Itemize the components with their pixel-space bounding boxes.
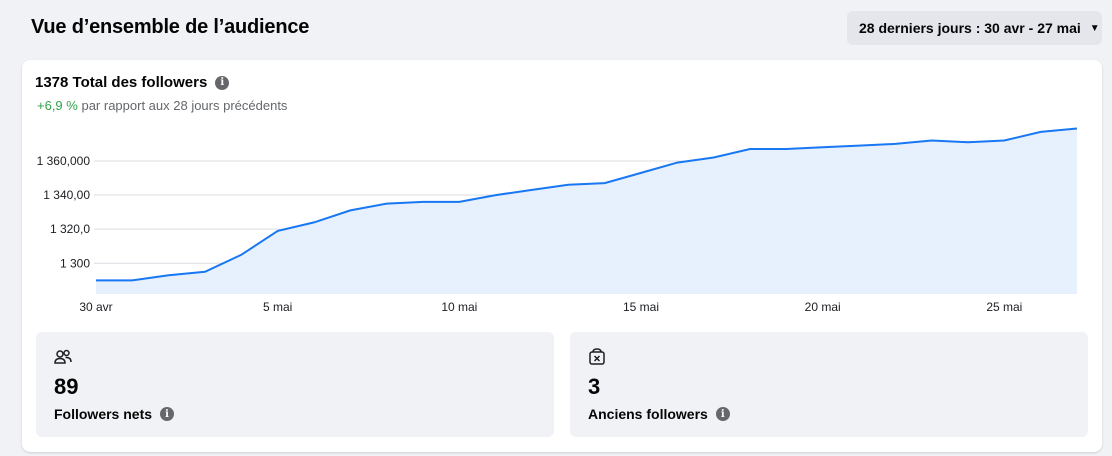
x-tick-label: 20 mai bbox=[805, 300, 841, 314]
stat-card-net-followers: 89 Followers nets i bbox=[36, 332, 554, 437]
y-tick-label: 1 300 bbox=[60, 256, 90, 270]
former-followers-label-row: Anciens followers i bbox=[588, 406, 730, 422]
x-tick-label: 15 mai bbox=[623, 300, 659, 314]
followers-chart: 1 300 1 320,0 1 340,00 1 360,000 30 avr 5 ma… bbox=[37, 127, 1078, 314]
audience-card: 1378 Total des followers i +6,9 % par ra… bbox=[22, 60, 1102, 452]
net-followers-value: 89 bbox=[54, 374, 79, 399]
date-range-select[interactable]: 28 derniers jours : 30 avr - 27 mai ▼ bbox=[847, 11, 1102, 45]
people-icon bbox=[54, 349, 72, 364]
info-icon[interactable]: i bbox=[215, 75, 230, 90]
y-tick-label: 1 320,0 bbox=[50, 222, 90, 236]
info-icon[interactable]: i bbox=[715, 407, 730, 421]
y-tick-label: 1 340,00 bbox=[43, 188, 90, 202]
chart-area-fill bbox=[96, 128, 1077, 294]
caret-down-icon: ▼ bbox=[1089, 22, 1100, 34]
x-tick-label: 30 avr bbox=[79, 300, 112, 314]
stat-card-former-followers: 3 Anciens followers i bbox=[570, 332, 1088, 437]
y-tick-label: 1 360,000 bbox=[37, 154, 91, 168]
date-range-label: 28 derniers jours : 30 avr - 27 mai bbox=[859, 20, 1081, 36]
former-followers-label: Anciens followers bbox=[588, 406, 708, 422]
change-description: par rapport aux 28 jours précédents bbox=[81, 98, 288, 113]
x-tick-label: 25 mai bbox=[986, 300, 1022, 314]
net-followers-label: Followers nets bbox=[54, 406, 153, 422]
page-title: Vue d’ensemble de l’audience bbox=[31, 16, 310, 38]
x-tick-label: 10 mai bbox=[441, 300, 477, 314]
comparison-text: +6,9 % par rapport aux 28 jours précéden… bbox=[37, 98, 287, 113]
x-tick-label: 5 mai bbox=[263, 300, 292, 314]
total-followers-label: 1378 Total des followers bbox=[35, 74, 208, 91]
info-icon[interactable]: i bbox=[160, 407, 175, 421]
chart-series-line bbox=[96, 127, 1078, 282]
net-followers-label-row: Followers nets i bbox=[54, 406, 175, 422]
change-percent: +6,9 % bbox=[37, 98, 78, 113]
person-remove-icon bbox=[589, 348, 605, 365]
total-followers: 1378 Total des followers i bbox=[35, 74, 230, 91]
former-followers-value: 3 bbox=[588, 374, 601, 399]
